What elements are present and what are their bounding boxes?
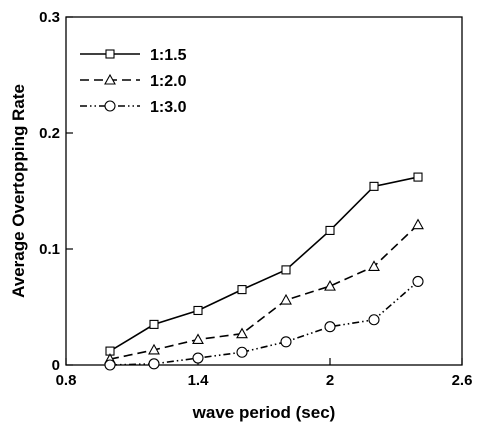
- legend-item: 1:1.5: [80, 47, 187, 64]
- data-point: [237, 285, 247, 295]
- data-point: [368, 260, 380, 271]
- data-point: [325, 225, 335, 235]
- data-point: [280, 336, 292, 348]
- data-point: [104, 359, 116, 371]
- data-point: [148, 358, 160, 370]
- data-point: [192, 333, 204, 345]
- x-axis: 0.8 1.4 2 2.6: [56, 358, 473, 389]
- data-point: [412, 275, 424, 288]
- data-point: [369, 181, 379, 191]
- x-tick-label: 2: [326, 372, 334, 389]
- y-tick-label: 0.1: [39, 241, 60, 258]
- data-point: [148, 343, 160, 355]
- legend-marker: [104, 73, 116, 85]
- data-point: [192, 352, 204, 364]
- data-point: [413, 172, 423, 182]
- legend-marker: [105, 49, 115, 59]
- series-1: [105, 172, 423, 356]
- data-point: [280, 293, 292, 305]
- x-tick-label: 0.8: [56, 372, 77, 389]
- data-point: [236, 346, 248, 358]
- legend-label: 1:1.5: [150, 47, 187, 64]
- x-tick-label: 1.4: [188, 372, 210, 389]
- data-point: [324, 279, 336, 291]
- legend-marker: [104, 100, 116, 112]
- y-axis-title: Average Overtopping Rate: [9, 84, 28, 298]
- data-point: [324, 321, 336, 333]
- data-point: [412, 218, 424, 230]
- legend-label: 1:2.0: [150, 73, 187, 90]
- series-line: [109, 280, 419, 366]
- data-point: [368, 314, 380, 326]
- data-point: [281, 265, 291, 275]
- legend: 1:1.5 1:2.0 1:3.0: [80, 47, 187, 116]
- legend-item: 1:3.0: [80, 99, 187, 116]
- legend-label: 1:3.0: [150, 99, 187, 116]
- y-tick-label: 0.3: [39, 9, 60, 26]
- series-layer: [104, 172, 424, 371]
- plot-frame: [65, 16, 463, 366]
- legend-item: 1:2.0: [80, 73, 187, 90]
- x-axis-title: wave period (sec): [192, 403, 336, 422]
- data-point: [193, 305, 203, 316]
- x-tick-label: 2.6: [452, 372, 473, 389]
- y-axis: 0 0.1 0.2 0.3: [39, 9, 73, 374]
- series-2: [104, 218, 424, 364]
- series-line: [109, 224, 419, 360]
- data-point: [149, 319, 159, 329]
- data-point: [236, 327, 248, 339]
- y-tick-label: 0.2: [39, 125, 60, 142]
- y-tick-label: 0: [52, 357, 60, 374]
- series-3: [104, 275, 424, 371]
- series-line: [109, 176, 419, 352]
